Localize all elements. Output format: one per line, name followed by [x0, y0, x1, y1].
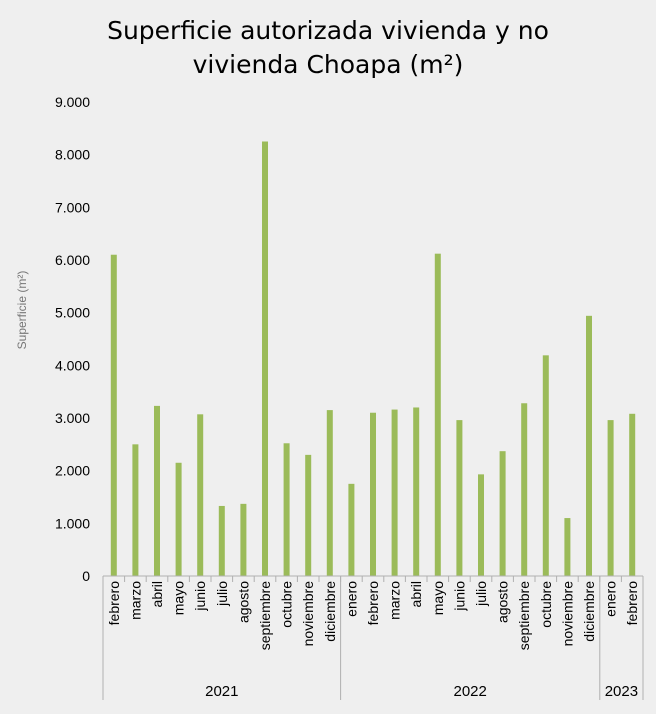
y-tick-label: 3.000: [55, 410, 90, 426]
y-tick-label: 9.000: [55, 94, 90, 110]
x-tick-label: febrero: [106, 581, 122, 626]
x-tick-label: octubre: [279, 581, 295, 628]
chart-title: Superficie autorizada vivienda y no vivi…: [0, 14, 656, 82]
bar: [413, 407, 420, 576]
x-tick-label: diciembre: [581, 581, 597, 642]
x-tick-label: abril: [408, 581, 424, 607]
x-tick-label: julio: [473, 581, 489, 607]
bar: [240, 503, 247, 576]
x-tick-label: junio: [451, 581, 467, 612]
bar: [218, 505, 225, 576]
x-tick-label: febrero: [365, 581, 381, 626]
x-tick-label: diciembre: [322, 581, 338, 642]
x-tick-label: marzo: [127, 581, 143, 620]
bar: [629, 413, 636, 576]
bar: [154, 405, 160, 576]
bar: [348, 483, 355, 576]
year-group-label: 2022: [454, 683, 487, 700]
x-tick-label: abril: [149, 581, 165, 607]
bar: [370, 412, 376, 576]
bar: [305, 454, 312, 576]
y-tick-label: 5.000: [55, 305, 90, 321]
chart-title-line-2: vivienda Choapa (m²): [192, 50, 464, 79]
bar: [283, 443, 290, 576]
x-tick-label: septiembre: [516, 581, 532, 650]
bar: [542, 355, 549, 576]
year-group-label: 2023: [605, 683, 638, 700]
bar: [132, 444, 139, 576]
x-tick-label: agosto: [495, 581, 511, 623]
x-tick-label: noviembre: [300, 581, 316, 647]
bar: [197, 414, 204, 576]
bar: [564, 518, 571, 576]
plot-area: 0 1.000 2.000 3.000 4.000 5.000 6.000 7.000 8.00…: [55, 94, 644, 700]
year-group-label: 2021: [205, 683, 238, 700]
x-tick-label: julio: [214, 581, 230, 607]
y-tick-label: 2.000: [55, 463, 90, 479]
y-tick-label: 8.000: [55, 147, 90, 163]
bar: [175, 462, 182, 576]
x-tick-label: octubre: [538, 581, 554, 628]
x-tick-label: enero: [343, 581, 359, 617]
x-tick-label: noviembre: [559, 581, 575, 647]
y-tick-label: 7.000: [55, 199, 90, 215]
bar: [434, 253, 441, 576]
x-tick-label: mayo: [430, 581, 446, 615]
bar: [478, 474, 484, 576]
y-axis-label: Superficie (m²): [15, 271, 29, 350]
y-tick-label: 4.000: [55, 357, 90, 373]
bar: [586, 315, 592, 576]
bar: [499, 451, 506, 576]
y-tick-label: 1.000: [55, 515, 90, 531]
bar: [110, 254, 117, 576]
x-tick-label: marzo: [387, 581, 403, 620]
bar: [326, 410, 333, 576]
y-tick-label: 6.000: [55, 252, 90, 268]
x-tick-label: mayo: [171, 581, 187, 615]
bar: [607, 420, 614, 576]
y-tick-label: 0: [82, 568, 90, 584]
bar: [391, 409, 398, 576]
bar: [521, 403, 528, 576]
x-tick-label: agosto: [235, 581, 251, 623]
bar: [262, 141, 268, 576]
x-tick-label: febrero: [624, 581, 640, 626]
x-tick-label: junio: [192, 581, 208, 612]
x-tick-label: septiembre: [257, 581, 273, 650]
x-tick-label: enero: [603, 581, 619, 617]
chart-title-line-1: Superficie autorizada vivienda y no: [107, 16, 549, 45]
bar: [456, 420, 463, 576]
